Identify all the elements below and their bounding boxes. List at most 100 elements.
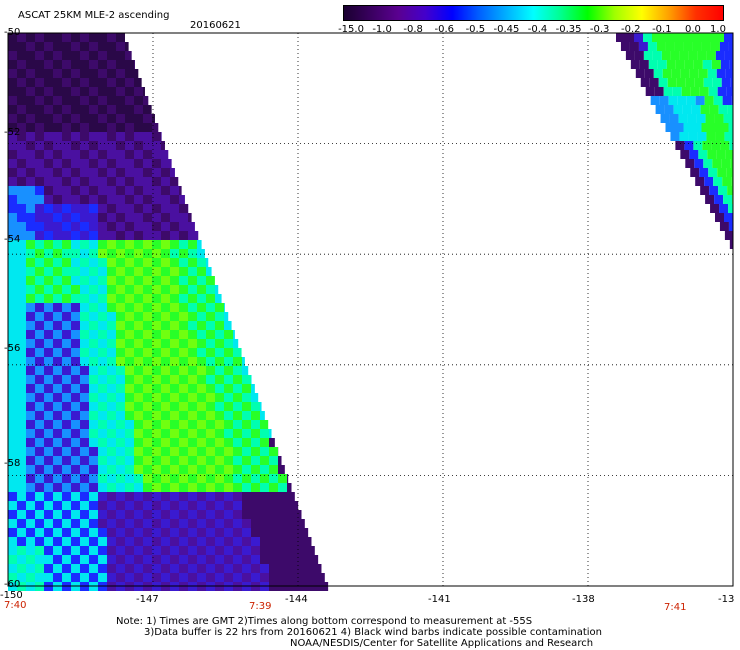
swath-cell	[8, 204, 17, 213]
swath-cell	[53, 267, 62, 276]
swath-cell	[71, 528, 80, 537]
swath-cell	[242, 366, 249, 375]
swath-cell	[242, 528, 251, 537]
swath-cell	[125, 555, 134, 564]
swath-cell	[278, 456, 282, 465]
swath-cell	[35, 222, 44, 231]
swath-cell	[89, 555, 98, 564]
swath-cell	[663, 87, 673, 96]
swath-cell	[215, 465, 224, 474]
swath-cell	[683, 123, 693, 132]
swath-cell	[233, 393, 242, 402]
swath-cell	[62, 447, 71, 456]
swath-cell	[71, 96, 80, 105]
swath-cell	[98, 303, 107, 312]
swath-cell	[8, 321, 17, 330]
swath-cell	[44, 105, 53, 114]
swath-cell	[233, 519, 242, 528]
swath-cell	[8, 141, 17, 150]
swath-cell	[107, 267, 116, 276]
swath-cell	[17, 438, 26, 447]
swath-cell	[125, 474, 134, 483]
swath-cell	[53, 456, 62, 465]
swath-cell	[134, 465, 143, 474]
swath-cell	[233, 456, 242, 465]
swath-cell	[215, 474, 224, 483]
swath-cell	[80, 465, 89, 474]
swath-cell	[8, 294, 17, 303]
swath-cell	[197, 501, 206, 510]
swath-cell	[179, 321, 188, 330]
swath-cell	[670, 132, 680, 141]
swath-cell	[17, 177, 26, 186]
swath-cell	[26, 447, 35, 456]
swath-cell	[80, 294, 89, 303]
swath-cell	[98, 42, 107, 51]
swath-cell	[71, 204, 80, 213]
swath-cell	[35, 375, 44, 384]
swath-cell	[17, 474, 26, 483]
swath-cell	[98, 420, 107, 429]
lat-label-56: -56	[4, 343, 21, 354]
swath-cell	[98, 123, 107, 132]
swath-cell	[26, 249, 35, 258]
swath-cell	[700, 186, 710, 195]
swath-cell	[215, 375, 224, 384]
swath-cell	[98, 348, 107, 357]
swath-cell	[62, 420, 71, 429]
swath-cell	[161, 348, 170, 357]
swath-cell	[161, 294, 170, 303]
swath-cell	[161, 519, 170, 528]
swath-cell	[674, 123, 684, 132]
swath-cell	[107, 33, 116, 42]
swath-cell	[673, 105, 683, 114]
swath-cell	[71, 357, 80, 366]
swath-cell	[8, 546, 17, 555]
swath-cell	[17, 294, 26, 303]
swath-cell	[714, 195, 724, 204]
swath-cell	[116, 384, 125, 393]
swath-cell	[215, 528, 224, 537]
swath-cell	[717, 87, 727, 96]
swath-cell	[89, 87, 98, 96]
swath-cell	[260, 492, 269, 501]
swath-cell	[689, 69, 699, 78]
swath-cell	[80, 564, 89, 573]
swath-cell	[188, 546, 197, 555]
swath-cell	[170, 447, 179, 456]
swath-cell	[80, 537, 89, 546]
swath-cell	[71, 258, 80, 267]
swath-cell	[35, 474, 44, 483]
swath-cell	[35, 501, 44, 510]
swath-cell	[188, 330, 197, 339]
swath-cell	[161, 366, 170, 375]
swath-cell	[197, 285, 206, 294]
swath-cell	[116, 366, 125, 375]
swath-cell	[80, 420, 89, 429]
swath-cell	[206, 285, 215, 294]
swath-cell	[152, 303, 161, 312]
swath-cell	[134, 348, 143, 357]
swath-cell	[691, 105, 701, 114]
note-line-2: 3)Data buffer is 22 hrs from 20160621 4)…	[144, 627, 602, 638]
swath-cell	[125, 267, 134, 276]
swath-cell	[717, 168, 727, 177]
swath-cell	[170, 213, 179, 222]
swath-cell	[242, 474, 251, 483]
swath-cell	[287, 474, 289, 483]
swath-cell	[658, 78, 668, 87]
swath-cell	[26, 474, 35, 483]
swath-cell	[224, 420, 233, 429]
swath-cell	[723, 195, 733, 204]
swath-cell	[152, 339, 161, 348]
swath-cell	[688, 132, 698, 141]
swath-cell	[62, 204, 71, 213]
swath-cell	[44, 528, 53, 537]
swath-cell	[296, 510, 302, 519]
swath-cell	[26, 285, 35, 294]
swath-cell	[62, 42, 71, 51]
swath-cell	[35, 51, 44, 60]
swath-cell	[62, 339, 71, 348]
swath-cell	[26, 186, 35, 195]
swath-cell	[8, 330, 17, 339]
